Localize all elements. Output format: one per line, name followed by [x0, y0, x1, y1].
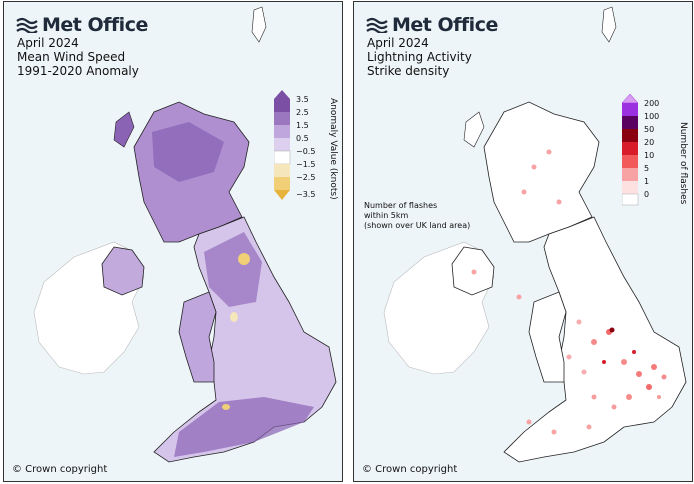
wind-anomaly-map [33, 6, 337, 463]
map-title: April 2024 Lightning Activity Strike den… [367, 36, 472, 78]
lightning-panel: Met Office April 2024 Lightning Activity… [353, 1, 693, 482]
legend-swatch [622, 181, 638, 194]
legend-tick: 5 [644, 164, 650, 173]
met-office-swirl-icon [16, 17, 38, 33]
anomaly-colorbar [273, 90, 291, 200]
legend-tick: 200 [644, 99, 660, 108]
legend-swatch [274, 164, 290, 177]
legend-swatch [621, 193, 639, 206]
england [153, 216, 337, 463]
legend-swatch [622, 103, 638, 116]
legend-swatch [622, 129, 638, 142]
brand-name: Met Office [42, 14, 148, 36]
flash-legend [621, 93, 642, 210]
legend-tick: 10 [644, 151, 655, 160]
legend-swatch [274, 112, 290, 125]
legend-tick: −2.5 [296, 173, 316, 182]
outer-hebrides [113, 111, 135, 148]
legend-tick: 3.5 [296, 95, 309, 104]
orkney-shetland [601, 6, 617, 43]
legend-tick: 50 [644, 125, 655, 134]
legend-tick: 0.5 [296, 134, 309, 143]
title-line-2: Mean Wind Speed [17, 50, 126, 64]
anomaly-legend [273, 90, 334, 214]
outer-hebrides [463, 111, 485, 148]
legend-swatch [622, 142, 638, 155]
legend-swatch [274, 99, 290, 112]
legend-tick: −1.5 [296, 160, 316, 169]
legend-swatch [274, 138, 290, 151]
legend-tick: 100 [644, 112, 660, 121]
wales [178, 291, 217, 383]
legend-tick: −0.5 [296, 147, 316, 156]
wind-anomaly-panel: Met Office April 2024 Mean Wind Speed 19… [3, 1, 343, 482]
wales [528, 291, 567, 383]
legend-swatch [274, 177, 290, 190]
legend-swatch [273, 150, 291, 165]
legend-title: Number of flashes [678, 122, 688, 205]
orkney-shetland [251, 6, 267, 43]
legend-tick: 2.5 [296, 108, 309, 117]
title-line-2: Lightning Activity [367, 50, 472, 64]
map-title: April 2024 Mean Wind Speed 1991-2020 Ano… [17, 36, 139, 78]
lightning-flash-dots [471, 149, 667, 435]
scotland [483, 101, 600, 243]
legend-tick: 20 [644, 138, 655, 147]
legend-swatch [622, 168, 638, 181]
title-line-3: 1991-2020 Anomaly [17, 64, 139, 78]
met-office-logo: Met Office [366, 14, 498, 36]
legend-swatch [622, 155, 638, 168]
title-line-3: Strike density [367, 64, 450, 78]
legend-tick: 1.5 [296, 121, 309, 130]
legend-swatch [622, 116, 638, 129]
northern-ireland [101, 246, 145, 296]
met-office-logo: Met Office [16, 14, 148, 36]
title-line-1: April 2024 [17, 36, 79, 50]
lightning-map [383, 6, 687, 463]
brand-name: Met Office [392, 14, 498, 36]
legend-tick: 1 [644, 177, 650, 186]
note-line-2: within 5km [364, 211, 409, 220]
title-line-1: April 2024 [367, 36, 429, 50]
flash-note: Number of flashes within 5km (shown over… [364, 201, 470, 231]
note-line-3: (shown over UK land area) [364, 221, 471, 230]
legend-tick: −3.5 [296, 190, 316, 199]
legend-tick: 0 [644, 190, 650, 199]
note-line-1: Number of flashes [364, 201, 438, 210]
legend-title: Anomaly Value (knots) [328, 98, 338, 200]
flash-colorbar [621, 93, 639, 206]
met-office-swirl-icon [366, 17, 388, 33]
copyright: © Crown copyright [12, 464, 108, 475]
legend-swatch [274, 125, 290, 138]
copyright: © Crown copyright [362, 464, 458, 475]
